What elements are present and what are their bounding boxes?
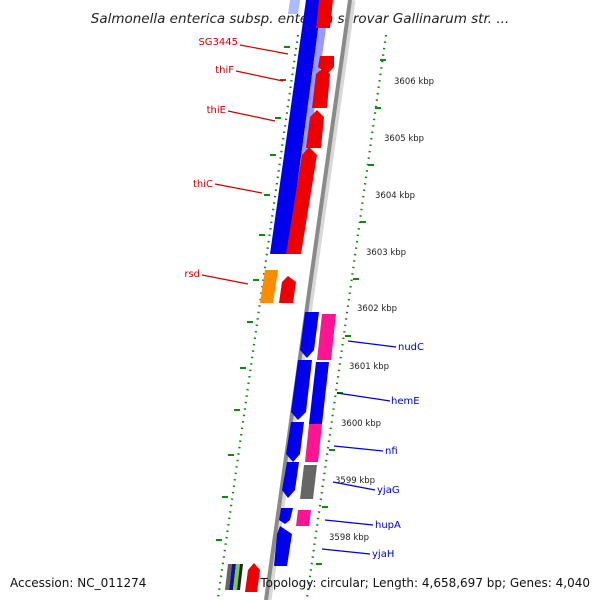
gene-red-1 xyxy=(316,0,333,28)
scale-label: 3598 kbp xyxy=(329,533,369,543)
gene-label-nudc: nudC xyxy=(398,342,424,353)
gene-label-thic: thiC xyxy=(193,179,213,190)
gene-red-rsd xyxy=(279,276,296,303)
gene-blue-nfi xyxy=(286,422,304,462)
gene-label-rsd: rsd xyxy=(184,269,200,280)
gene-label-nfi: nfi xyxy=(385,446,398,457)
genome-title: Salmonella enterica subsp. enterica sero… xyxy=(91,11,509,27)
gene-blue-heme xyxy=(291,360,312,420)
topology-text: Topology: circular; Length: 4,658,697 bp… xyxy=(259,576,590,590)
right-label-connectors xyxy=(321,340,397,555)
gene-red-3 xyxy=(312,68,330,108)
scale-label: 3600 kbp xyxy=(341,419,381,429)
gene-bar-blue xyxy=(270,0,322,254)
gene-top-light xyxy=(288,0,300,14)
gene-magenta-nfi xyxy=(305,424,322,462)
gene-label-thie: thiE xyxy=(207,105,226,116)
scale-label: 3606 kbp xyxy=(394,77,434,87)
scale-label: 3605 kbp xyxy=(384,134,424,144)
left-gene-labels: SG3445 thiF thiE thiC rsd xyxy=(184,37,238,280)
gene-label-yjah: yjaH xyxy=(372,549,394,560)
gene-label-yjag: yjaG xyxy=(377,485,400,496)
scale-label: 3599 kbp xyxy=(335,476,375,486)
gene-label-heme: hemE xyxy=(391,396,420,407)
accession-text: Accession: NC_011274 xyxy=(10,576,146,590)
ruler-ticks xyxy=(216,46,386,565)
gene-magenta-nudc xyxy=(317,314,336,360)
gene-orange xyxy=(260,270,278,303)
gene-cluster-bottom xyxy=(225,563,260,592)
gene-blue-yjah xyxy=(274,526,292,566)
scale-label: 3603 kbp xyxy=(366,248,406,258)
gene-blue-nudc xyxy=(300,312,319,358)
gene-label-thif: thiF xyxy=(215,65,234,76)
scale-labels: 3606 kbp 3605 kbp 3604 kbp 3603 kbp 3602… xyxy=(329,77,434,543)
right-gene-labels: nudC hemE nfi yjaG hupA yjaH xyxy=(372,342,424,560)
genome-backbone xyxy=(264,0,352,600)
left-label-connectors xyxy=(201,44,289,285)
scale-label: 3602 kbp xyxy=(357,304,397,314)
gene-magenta-hupa xyxy=(296,510,311,526)
gene-blue-heme-2 xyxy=(309,362,329,424)
scale-label: 3601 kbp xyxy=(349,362,389,372)
gene-blue-hupa xyxy=(279,508,293,524)
gene-gray-yjag xyxy=(300,465,317,499)
gene-label-hupa: hupA xyxy=(375,520,401,531)
scale-label: 3604 kbp xyxy=(375,191,415,201)
gene-blue-yjag xyxy=(282,462,299,498)
gene-red-4 xyxy=(306,110,324,148)
gene-label-sg3445: SG3445 xyxy=(198,37,238,48)
gene-red-5 xyxy=(286,147,317,254)
